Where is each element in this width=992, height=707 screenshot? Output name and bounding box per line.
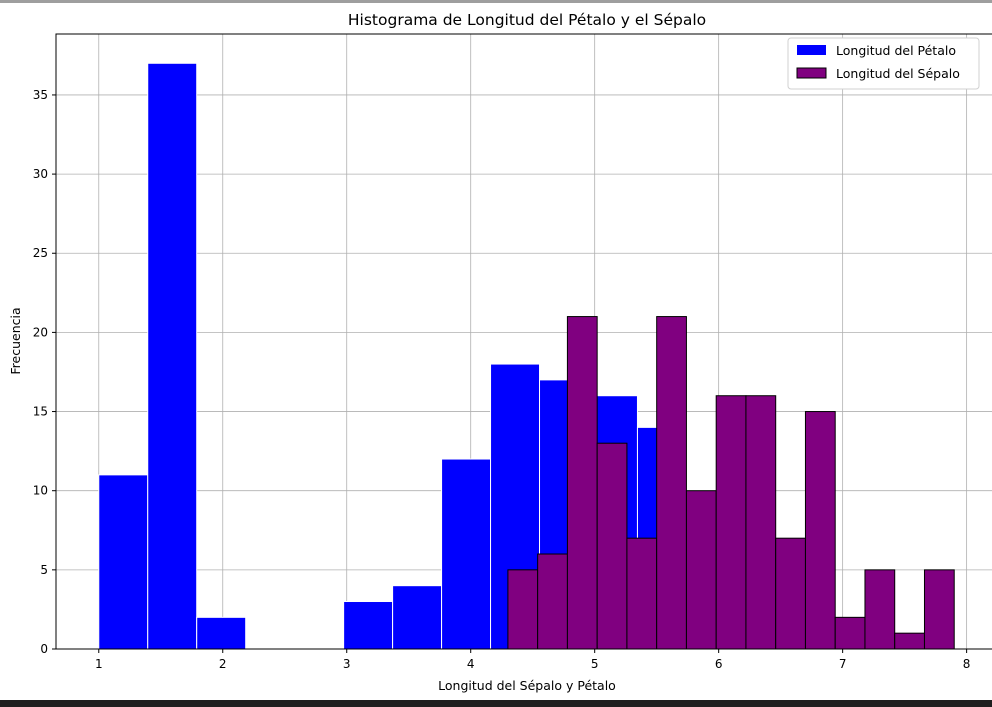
window-top-border xyxy=(0,0,992,3)
sepal-bar xyxy=(507,569,539,650)
legend-swatch-petal xyxy=(797,45,826,55)
sepal-bar xyxy=(596,442,628,650)
y-tick-label: 20 xyxy=(33,325,48,339)
legend-label-petal: Longitud del Pétalo xyxy=(836,43,956,58)
y-tick-label: 5 xyxy=(40,563,48,577)
legend-label-sepal: Longitud del Sépalo xyxy=(836,66,960,81)
axes-frame xyxy=(55,33,992,650)
x-tick-label: 1 xyxy=(95,657,103,671)
y-tick-label: 15 xyxy=(33,405,48,419)
x-tick-label: 3 xyxy=(343,657,351,671)
sepal-bar xyxy=(537,553,568,650)
sepal-bar xyxy=(864,569,896,650)
petal-bar xyxy=(98,474,149,650)
y-tick-label: 0 xyxy=(40,642,48,656)
sepal-bar xyxy=(626,537,658,650)
sepal-bar xyxy=(685,490,717,650)
x-tick-label: 7 xyxy=(839,657,847,671)
legend-swatch-sepal xyxy=(796,67,827,79)
petal-bar xyxy=(147,62,198,650)
sepal-bar xyxy=(745,395,777,650)
x-tick-label: 5 xyxy=(591,657,599,671)
legend: Longitud del Pétalo Longitud del Sépalo xyxy=(787,37,980,90)
y-tick-label: 10 xyxy=(33,484,48,498)
sepal-bar xyxy=(923,569,955,650)
x-tick-label: 2 xyxy=(219,657,227,671)
sepal-bar xyxy=(656,316,687,650)
sepal-bar xyxy=(566,316,598,650)
sepal-bar xyxy=(715,395,747,650)
y-tick-label: 25 xyxy=(33,246,48,260)
sepal-bars xyxy=(507,316,955,650)
petal-bar xyxy=(441,458,492,650)
sepal-bar xyxy=(894,632,925,650)
y-tick-label: 30 xyxy=(33,167,48,181)
sepal-bar xyxy=(834,616,866,650)
x-tick-label: 6 xyxy=(715,657,723,671)
petal-bar xyxy=(343,601,394,650)
window-bottom-bar xyxy=(0,700,992,707)
x-axis-label: Longitud del Sépalo y Pétalo xyxy=(438,678,616,693)
chart-title: Histograma de Longitud del Pétalo y el S… xyxy=(348,11,706,29)
sepal-bar xyxy=(775,537,806,650)
y-tick-label: 35 xyxy=(33,88,48,102)
x-tick-label: 8 xyxy=(963,657,971,671)
petal-bar xyxy=(196,616,247,650)
sepal-bar xyxy=(804,411,836,650)
axis-ticks: 1 2 3 4 5 6 7 8 0 5 10 15 20 25 30 35 xyxy=(33,33,992,671)
y-axis-label: Frecuencia xyxy=(8,307,23,374)
x-tick-label: 4 xyxy=(467,657,475,671)
legend-box xyxy=(787,37,980,90)
petal-bar xyxy=(392,585,443,650)
